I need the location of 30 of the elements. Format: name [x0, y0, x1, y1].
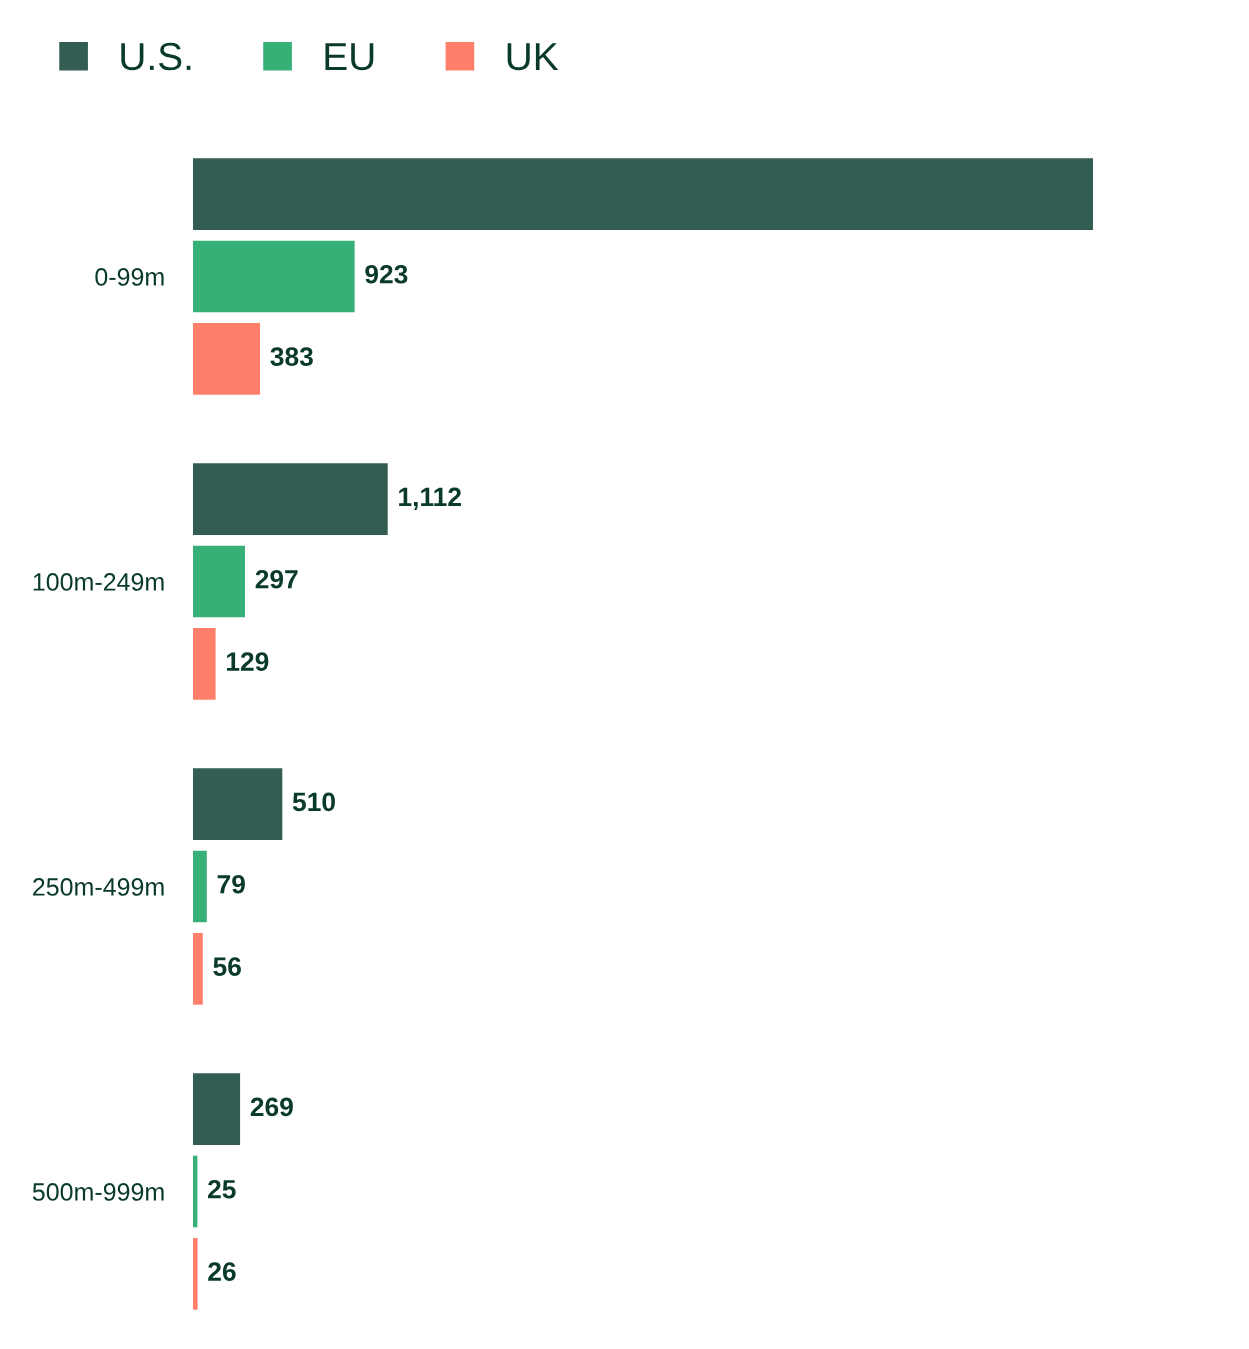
legend-label: U.S.: [121, 42, 191, 71]
data-label: 923: [365, 264, 408, 284]
bar: [193, 323, 261, 395]
legend-label: EU: [325, 43, 374, 71]
data-label: 1,112: [399, 487, 461, 511]
data-label: 56: [213, 957, 241, 976]
data-label: 297: [255, 569, 298, 589]
bar: [193, 850, 207, 923]
bar: [193, 628, 216, 700]
bar: [193, 1155, 198, 1228]
bar: [193, 1073, 241, 1145]
legend-label: UK: [507, 43, 559, 71]
data-label: 510: [292, 792, 335, 812]
bar: [193, 158, 1093, 230]
y-tick-label: 250m-499m: [33, 878, 164, 896]
data-label: 129: [226, 652, 269, 671]
y-tick-label: 100m-249m: [33, 573, 164, 591]
bar: [193, 240, 355, 313]
y-tick-label: 0-99m: [95, 268, 164, 286]
bar: [193, 933, 203, 1005]
bar: [193, 768, 283, 840]
data-label: 269: [250, 1097, 293, 1117]
data-label: 383: [270, 347, 313, 366]
bar: [193, 545, 245, 618]
data-label: 79: [217, 874, 245, 894]
data-label: 26: [208, 1262, 236, 1281]
bar: [193, 1238, 198, 1310]
y-tick-label: 500m-999m: [32, 1183, 164, 1201]
data-label: 25: [208, 1179, 236, 1199]
bar: [193, 463, 388, 535]
